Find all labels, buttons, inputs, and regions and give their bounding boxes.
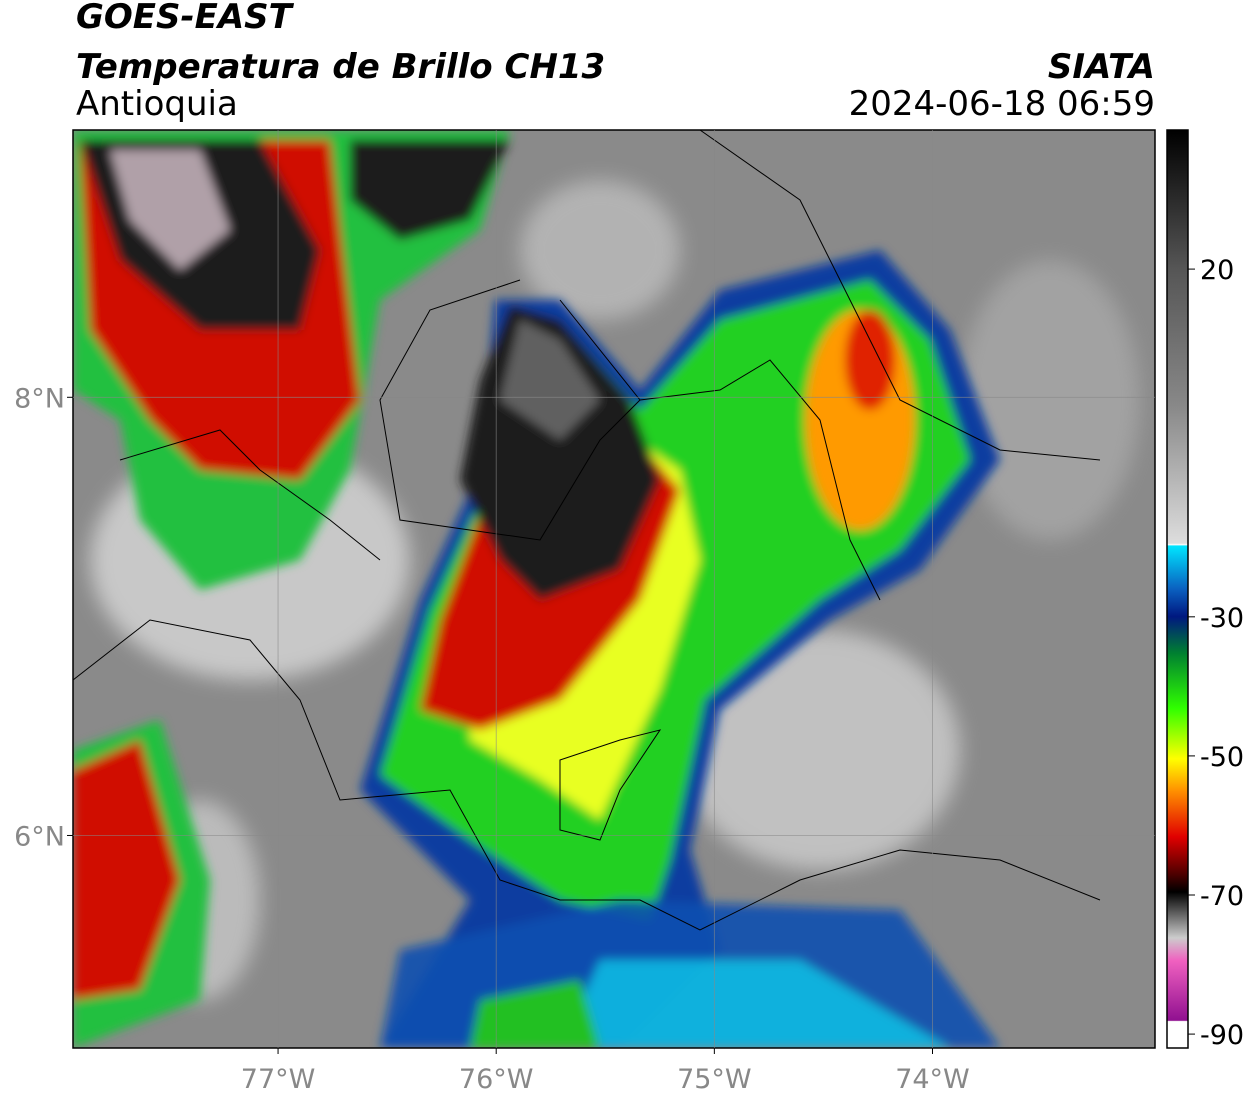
colorbar	[1166, 129, 1189, 1049]
x-tick-label: 77°W	[241, 1064, 316, 1095]
title: GOES-EAST	[76, 0, 295, 37]
colorbar-tick-label: -70	[1200, 881, 1244, 912]
source: SIATA	[1048, 47, 1155, 87]
satellite-image	[73, 130, 1155, 1048]
datetime: 2024-06-18 06:59	[849, 84, 1155, 124]
colorbar-tick-label: 20	[1200, 255, 1234, 286]
map-frame	[72, 129, 1156, 1049]
y-tick-label: 8°N	[14, 383, 65, 414]
colorbar-tick-label: -90	[1200, 1020, 1244, 1051]
region: Antioquia	[76, 84, 238, 124]
x-tick-label: 76°W	[459, 1064, 534, 1095]
x-tick-label: 75°W	[677, 1064, 752, 1095]
colorbar-tick-label: -50	[1200, 742, 1244, 773]
x-tick-label: 74°W	[895, 1064, 970, 1095]
colorbar-tick-label: -30	[1200, 603, 1244, 634]
y-tick-label: 6°N	[14, 821, 65, 852]
subtitle: Temperatura de Brillo CH13	[76, 47, 605, 87]
